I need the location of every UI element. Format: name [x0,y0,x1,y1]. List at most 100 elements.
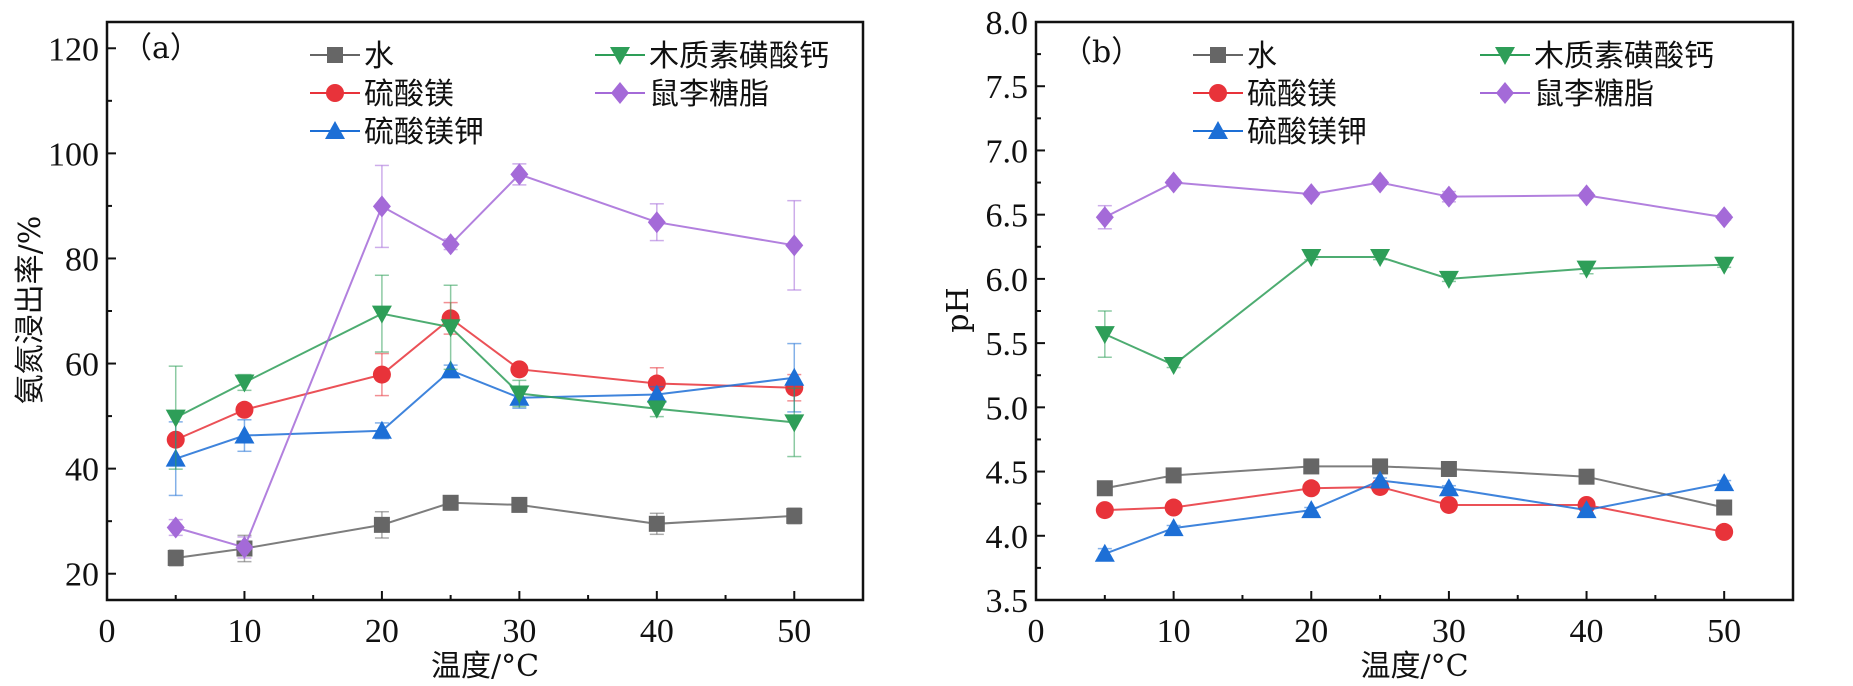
legend-marker-triangle-down-icon [610,47,630,65]
legend-item: 硫酸镁 [310,77,454,112]
data-point [1716,499,1733,516]
y-tick-label: 7.5 [986,69,1029,106]
y-tick-label: 60 [65,347,99,384]
panel-a: 0 10 20 30 40 50 20 40 60 80 100 120 温度/°C 氨氮浸出率/% （a）… [13,20,865,684]
data-point [441,233,460,256]
data-point [1438,478,1459,497]
x-tick-label: 50 [777,613,811,650]
y-tick-label: 4.0 [986,519,1029,556]
series-diamond [166,163,804,559]
data-point [373,516,390,533]
data-point [1094,326,1115,345]
y-tick-label: 40 [65,452,99,489]
panel-b: 0 10 20 30 40 50 3.5 4.0 4.5 5.0 5.5 6.0 6.5 7.0 7.5 8.… [941,5,1795,684]
y-tick-label: 120 [48,31,99,68]
legend-label: 木质素磺酸钙 [1534,39,1714,74]
x-tick-label: 40 [640,613,674,650]
data-point [1164,171,1183,194]
series-line [1104,479,1725,555]
series-line [175,501,795,559]
data-point [372,195,391,218]
legend-label: 水 [1247,39,1277,74]
data-point [1439,495,1458,514]
data-point [165,409,186,428]
x-axis-title: 温度/°C [1360,649,1468,684]
legend-marker-circle-icon [326,84,344,102]
legend-item: 鼠李糖脂 [1480,77,1654,112]
y-tick-label: 80 [65,241,99,278]
legend-marker-triangle-up-icon [325,121,345,139]
x-tick-label: 0 [99,613,116,650]
legend-marker-diamond-icon [611,82,629,104]
y-tick-label: 5.0 [986,390,1029,427]
y-axis-title: 氨氮浸出率/% [13,216,48,405]
plot-frame [1034,20,1795,602]
data-point [1576,500,1597,519]
legend-label: 鼠李糖脂 [1534,77,1654,112]
legend-label: 鼠李糖脂 [649,77,769,112]
data-point [440,319,461,338]
y-tick-label: 6.5 [986,198,1029,235]
y-tick-label: 20 [65,557,99,594]
data-point [442,494,459,511]
data-point [784,414,805,433]
data-point [1715,206,1734,229]
series-square [167,494,803,567]
legend-marker-square-icon [1210,47,1226,63]
series-diamond [1095,171,1734,230]
data-point [1094,543,1115,562]
series-line [175,312,795,424]
data-point [1302,479,1321,498]
data-point [1439,185,1458,208]
series-square [1096,458,1733,516]
x-tick-label: 10 [1157,613,1191,650]
data-point [1164,498,1183,517]
legend-label: 水 [364,39,394,74]
series-triangle-down [1094,249,1735,375]
data-point [1372,458,1389,475]
series-triangle-up [1094,470,1735,562]
data-point [1370,470,1391,489]
data-point [786,507,803,524]
data-point [1095,501,1114,520]
legend-marker-triangle-down-icon [1495,47,1515,65]
data-point [1302,183,1321,206]
data-point [1578,468,1595,485]
data-point [1440,460,1457,477]
legend-label: 硫酸镁钾 [364,115,484,150]
legend-marker-diamond-icon [1496,82,1514,104]
data-point [167,549,184,566]
data-point [1301,500,1322,519]
legend-item: 水 [1193,39,1277,74]
x-tick-label: 30 [502,613,536,650]
legend-marker-triangle-up-icon [1208,121,1228,139]
legend-item: 木质素磺酸钙 [1480,39,1714,74]
series-line [175,317,795,441]
data-point [1577,184,1596,207]
x-tick-label: 40 [1570,613,1604,650]
panel-label: （a） [122,31,200,66]
legend-item: 木质素磺酸钙 [595,39,829,74]
x-tick-label: 10 [227,613,261,650]
y-tick-label: 100 [48,136,99,173]
series-line [1104,256,1725,367]
x-tick-label: 0 [1028,613,1045,650]
data-point [234,425,255,444]
data-point [166,516,185,539]
legend-item: 水 [310,39,394,74]
data-point [372,365,391,384]
x-tick-label: 50 [1707,613,1741,650]
legend-label: 木质素磺酸钙 [649,39,829,74]
data-point [235,400,254,419]
data-point [1165,467,1182,484]
data-point [1370,249,1391,268]
legend-item: 硫酸镁钾 [310,115,484,150]
data-point [647,374,666,393]
data-point [785,234,804,257]
series-line [1104,181,1725,219]
series-triangle-up [165,342,805,497]
legend-label: 硫酸镁 [1247,77,1337,112]
data-point [647,211,666,234]
